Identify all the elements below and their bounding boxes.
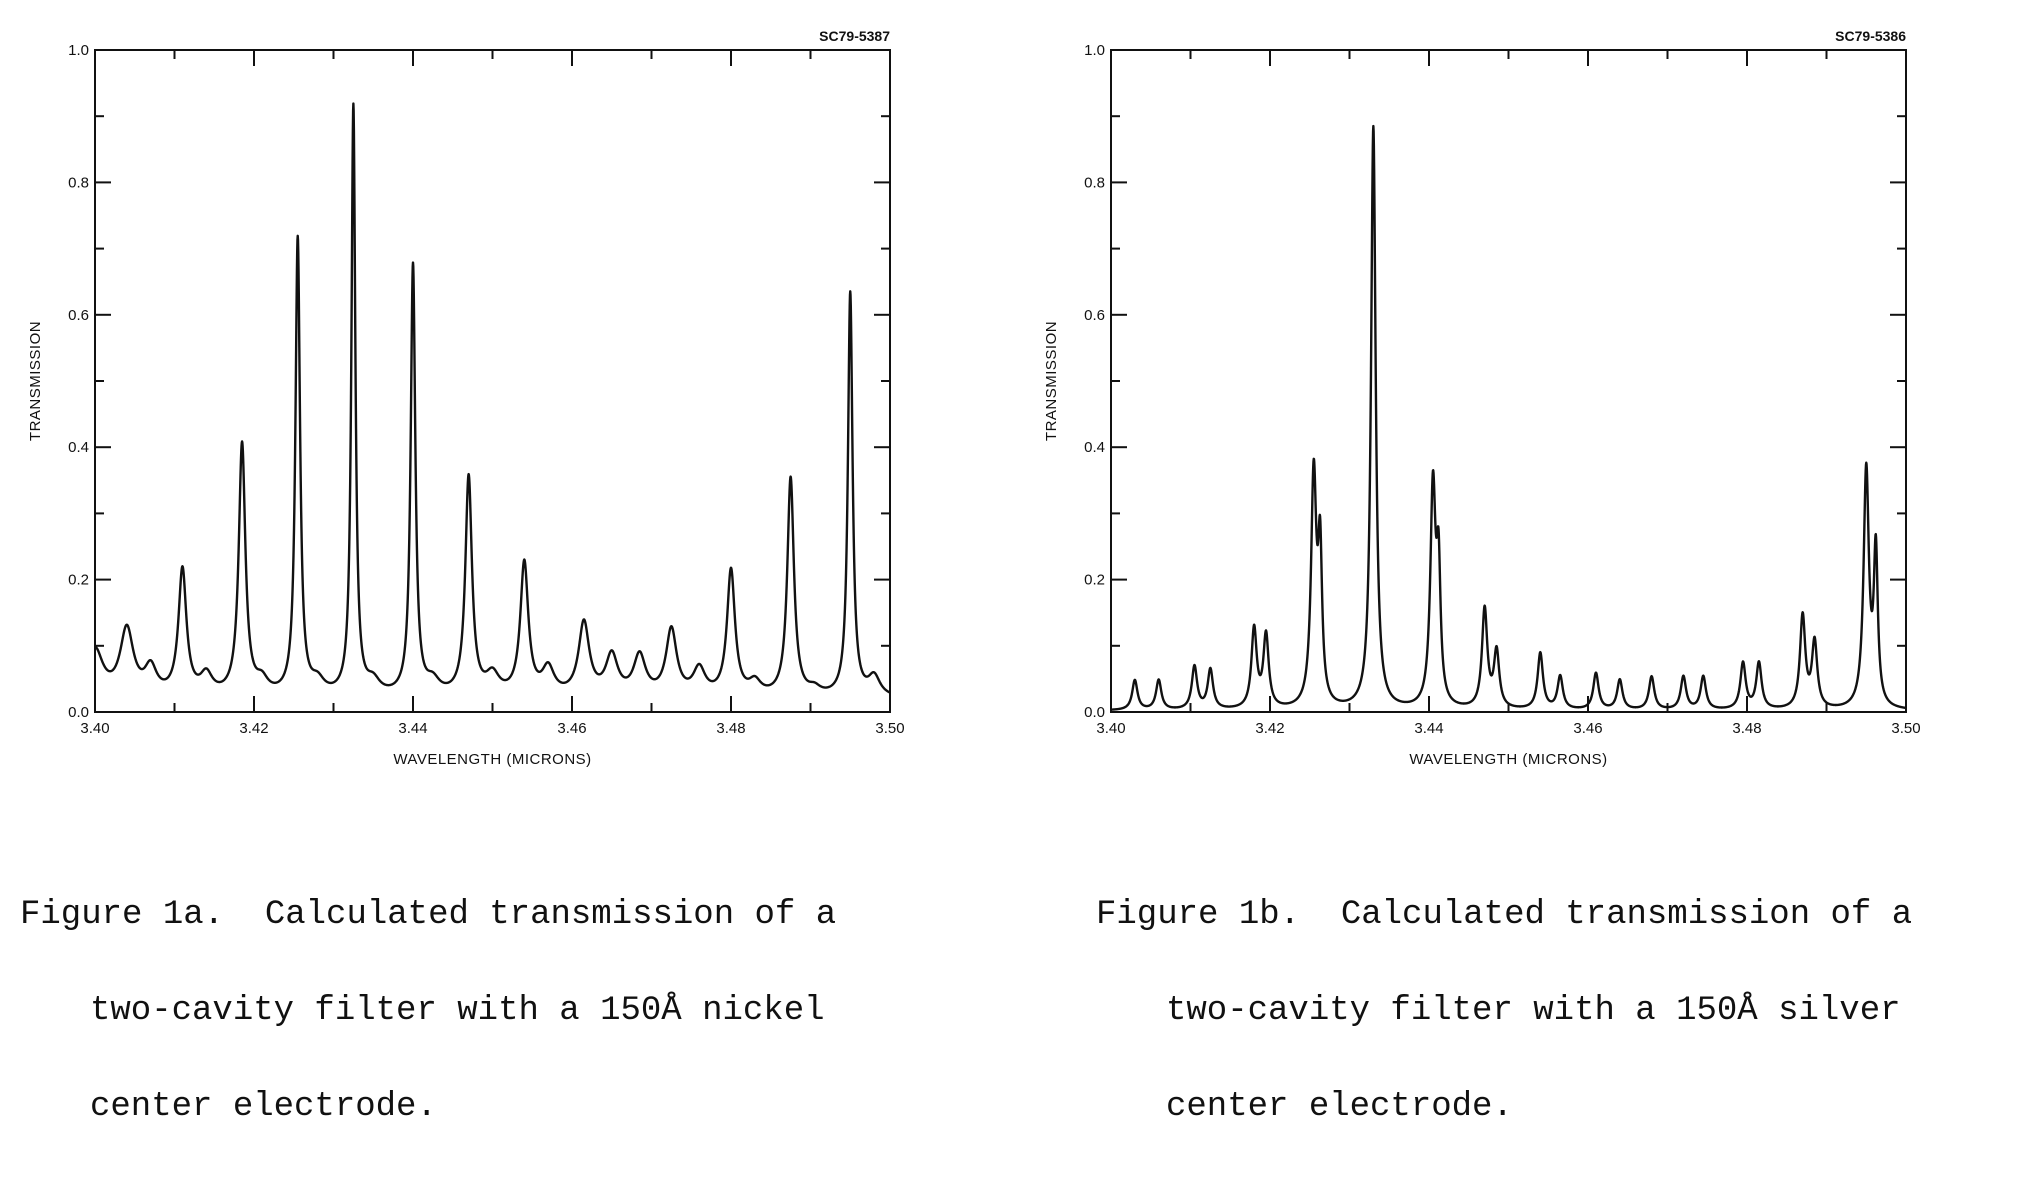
figure-code: SC79-5387 (819, 28, 890, 44)
x-tick-label: 3.40 (1096, 720, 1125, 737)
y-tick-label: 0.8 (68, 174, 89, 191)
peak-point (812, 690, 816, 694)
figure-code: SC79-5386 (1835, 28, 1906, 44)
figure-1a: 0.0 0.2 0.4 0.6 0.8 1.0 3.40 3.42 3.44 3.46 3.48 3.… (0, 0, 1015, 1124)
y-tick-label: 0.4 (68, 439, 89, 456)
x-tick-label: 3.44 (398, 720, 427, 737)
y-axis-label: TRANSMISSION (27, 321, 44, 441)
caption-line: two-cavity filter with a 150Å silver (1166, 992, 1901, 1030)
peak-point (260, 684, 264, 688)
caption-1b: Figure 1b. Calculated transmission of a … (1096, 835, 1912, 1187)
x-tick-label: 3.50 (875, 720, 904, 737)
caption-line: center electrode. (90, 1088, 437, 1126)
y-tick-label: 0.4 (1084, 439, 1105, 456)
peak-point (610, 657, 614, 661)
x-tick-label: 3.46 (1573, 720, 1602, 737)
y-tick-label: 0.0 (1084, 704, 1105, 721)
figure-1b: 0.0 0.2 0.4 0.6 0.8 1.0 3.40 3.42 3.44 3.46 3.48 3.… (1016, 0, 2031, 1124)
peak-point (371, 684, 375, 688)
y-tick-label: 0.0 (68, 704, 89, 721)
peak-point (638, 657, 642, 661)
x-tick-label: 3.48 (716, 720, 745, 737)
x-tick-label: 3.50 (1891, 720, 1920, 737)
plot-frame (1110, 49, 1907, 713)
x-tick-label: 3.44 (1414, 720, 1443, 737)
peak-point (753, 684, 757, 688)
y-tick-label: 1.0 (1084, 42, 1105, 59)
caption-line: center electrode. (1166, 1088, 1513, 1126)
peak-point (125, 631, 129, 635)
y-tick-label: 0.8 (1084, 174, 1105, 191)
x-axis-label: WAVELENGTH (MICRONS) (393, 751, 591, 768)
x-tick-label: 3.40 (80, 720, 109, 737)
transmission-curve (1110, 124, 1907, 711)
peak-point (204, 677, 208, 681)
x-tick-label: 3.42 (1255, 720, 1284, 737)
x-tick-label: 3.48 (1732, 720, 1761, 737)
x-tick-label: 3.42 (239, 720, 268, 737)
transmission-curve (94, 102, 891, 694)
y-tick-label: 0.2 (1084, 572, 1105, 589)
caption-line: Figure 1a. Calculated transmission of a (20, 896, 837, 934)
peak-point (872, 677, 876, 681)
peak-point (316, 684, 320, 688)
peak-point (431, 684, 435, 688)
y-tick-label: 1.0 (68, 42, 89, 59)
peak-point (491, 677, 495, 681)
chart-1a: 0.0 0.2 0.4 0.6 0.8 1.0 3.40 3.42 3.44 3.46 3.48 3.… (27, 28, 905, 768)
plot-frame (94, 49, 891, 713)
peak-point (546, 670, 550, 674)
caption-line: two-cavity filter with a 150Å nickel (90, 992, 825, 1030)
y-tick-label: 0.6 (1084, 307, 1105, 324)
x-tick-label: 3.46 (557, 720, 586, 737)
y-tick-label: 0.2 (68, 572, 89, 589)
peak-point (697, 670, 701, 674)
x-axis-label: WAVELENGTH (MICRONS) (1409, 751, 1607, 768)
caption-1a: Figure 1a. Calculated transmission of a … (20, 835, 836, 1187)
chart-1b: 0.0 0.2 0.4 0.6 0.8 1.0 3.40 3.42 3.44 3.46 3.48 3.… (1043, 28, 1921, 768)
peak-point (149, 670, 153, 674)
y-axis-label: TRANSMISSION (1043, 321, 1060, 441)
y-tick-label: 0.6 (68, 307, 89, 324)
caption-line: Figure 1b. Calculated transmission of a (1096, 896, 1913, 934)
